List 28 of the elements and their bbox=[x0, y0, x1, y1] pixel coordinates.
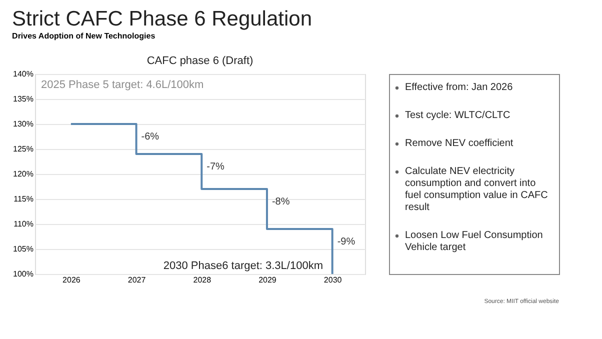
text: CAFC phase 6 (Draft) bbox=[146, 55, 254, 67]
annotation: 2025 Phase 5 target: 4.6L/100km bbox=[41, 79, 204, 91]
y-tick-label: 125% bbox=[13, 144, 34, 154]
y-tick-label: 140% bbox=[13, 70, 34, 78]
text: Loosen Low Fuel Consumption Vehicle target bbox=[405, 230, 543, 253]
x-tick-label: 2030 bbox=[324, 276, 342, 284]
y-tick-label: 110% bbox=[14, 220, 34, 228]
annotation: -7% bbox=[206, 162, 225, 172]
x-tick-label: 2029 bbox=[258, 276, 277, 284]
y-tick-label: 105% bbox=[13, 244, 34, 254]
chart-title: Strict CAFC Phase 6 Regulation bbox=[12, 8, 312, 30]
x-tick-label: 2028 bbox=[193, 276, 212, 284]
annotation: 2030 Phase6 target: 3.3L/100km bbox=[163, 260, 323, 272]
y-tick-label: 120% bbox=[13, 170, 34, 178]
y-tick-label: 135% bbox=[13, 94, 34, 104]
chart-subtitle: Drives Adoption of New Technologies bbox=[12, 32, 156, 40]
annotation: -9% bbox=[337, 236, 356, 248]
y-tick-label: 100% bbox=[13, 270, 34, 278]
y-tick-label: 115% bbox=[14, 194, 34, 204]
text: Effective from: Jan 2026 bbox=[405, 82, 514, 93]
text: Calculate NEV electricity consumption and convert into fuel consumption value in CAFC result bbox=[405, 166, 548, 213]
x-tick-label: 2027 bbox=[128, 276, 146, 284]
text: Test cycle: WLTC/CLTC bbox=[405, 110, 510, 121]
y-tick-label: 130% bbox=[13, 120, 34, 128]
x-tick-label: 2026 bbox=[62, 276, 81, 284]
annotation: -6% bbox=[141, 132, 160, 142]
annotation: -8% bbox=[272, 196, 290, 208]
text: Remove NEV coefficient bbox=[405, 138, 514, 149]
